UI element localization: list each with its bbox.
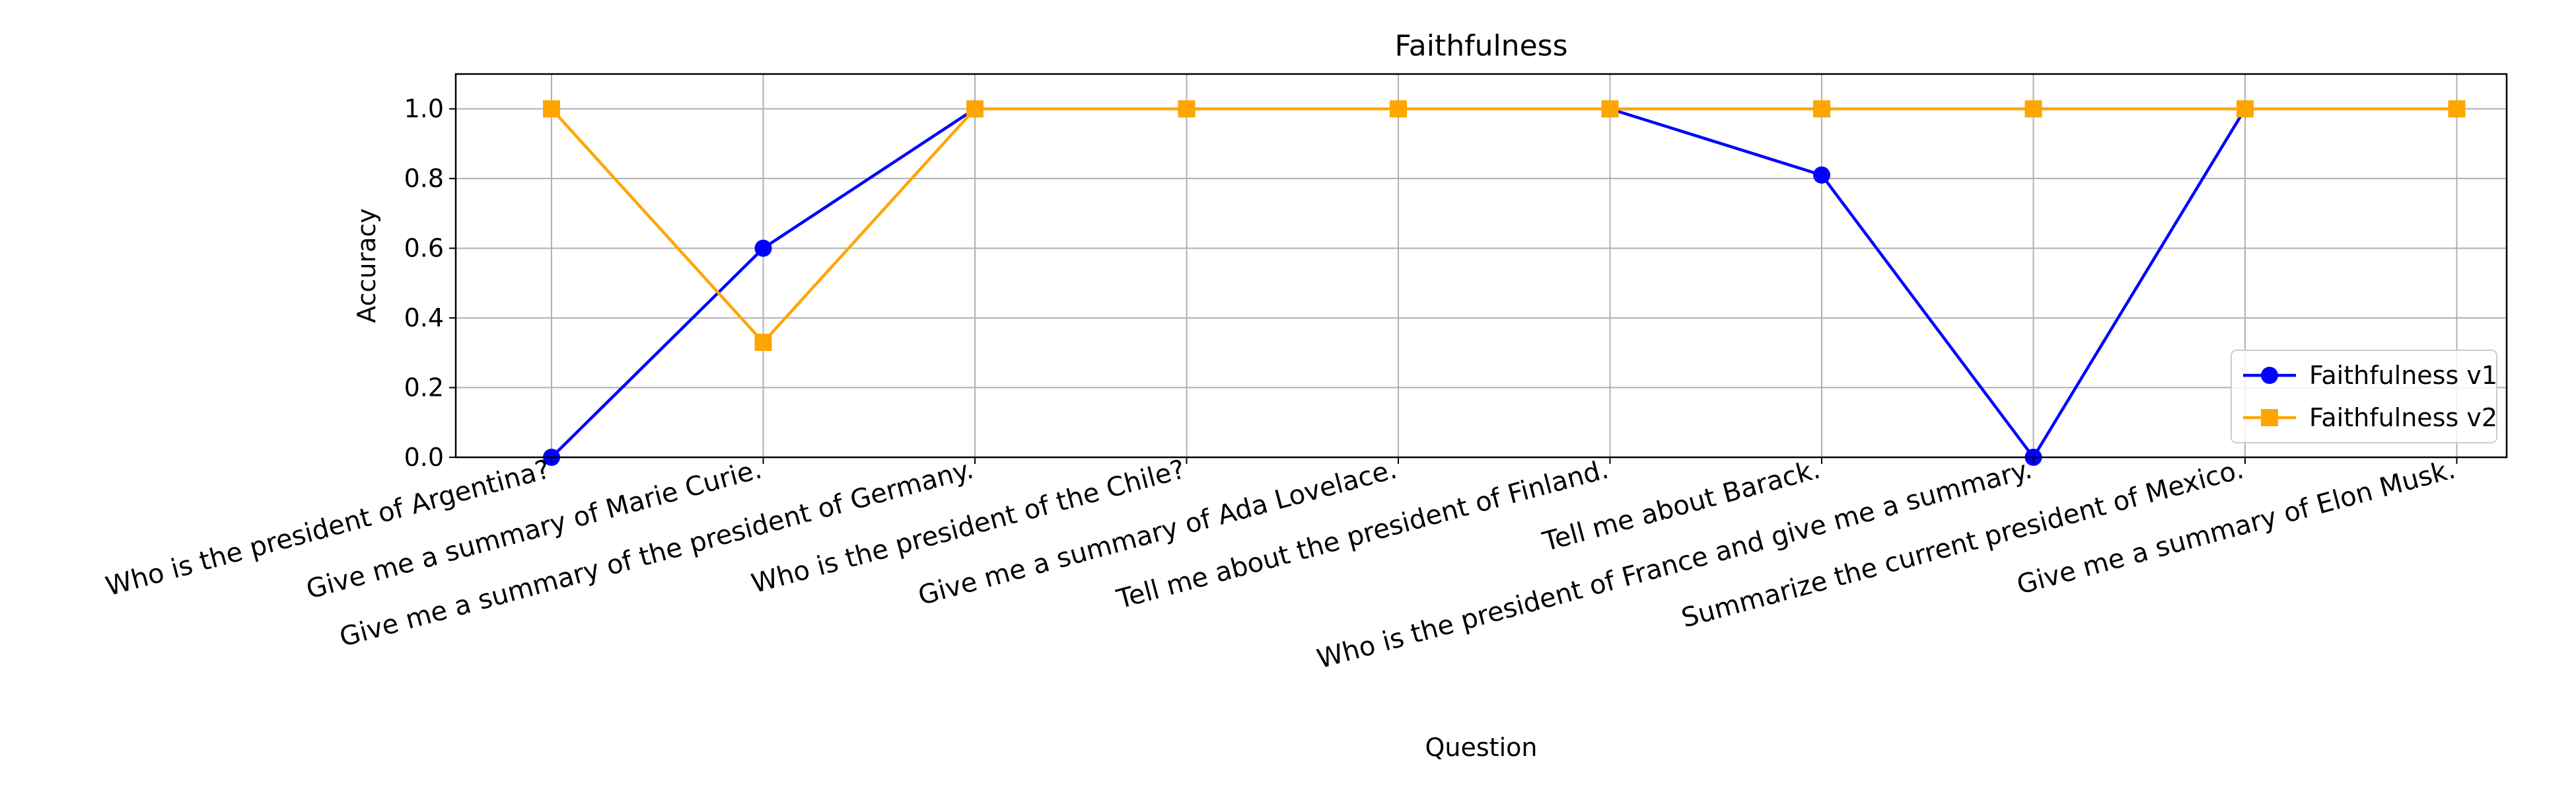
y-tick-label: 0.6 bbox=[404, 234, 444, 263]
legend-marker-square bbox=[2261, 409, 2278, 426]
series-line-2 bbox=[550, 107, 2457, 344]
y-tick-label: 0.2 bbox=[404, 373, 444, 402]
data-point-square bbox=[1813, 100, 1830, 118]
data-point-circle bbox=[1813, 166, 1830, 184]
data-point-square bbox=[1178, 100, 1196, 118]
data-point-square bbox=[2448, 100, 2466, 118]
data-point-circle bbox=[754, 239, 772, 257]
legend-label: Faithfulness v2 bbox=[2309, 403, 2497, 432]
data-point-square bbox=[2236, 100, 2254, 118]
y-tick-label: 0.8 bbox=[404, 164, 444, 193]
data-point-square bbox=[543, 100, 560, 118]
data-point-square bbox=[966, 100, 984, 118]
y-tick-label: 0.0 bbox=[404, 443, 444, 472]
y-tick-label: 0.4 bbox=[404, 303, 444, 332]
data-point-square bbox=[2024, 100, 2042, 118]
series-layer bbox=[543, 100, 2466, 466]
data-point-square bbox=[754, 334, 772, 351]
y-axis-label: Accuracy bbox=[352, 208, 381, 323]
legend: Faithfulness v1 Faithfulness v2 bbox=[2231, 350, 2497, 443]
data-point-square bbox=[1390, 100, 1407, 118]
legend-box bbox=[2231, 350, 2497, 443]
plot-frame bbox=[454, 73, 2508, 459]
legend-marker-circle bbox=[2261, 367, 2278, 384]
chart-title: Faithfulness bbox=[1394, 29, 1567, 63]
x-axis-label: Question bbox=[1425, 733, 1538, 762]
y-tick-label: 1.0 bbox=[404, 94, 444, 124]
data-point-square bbox=[1601, 100, 1619, 118]
legend-label: Faithfulness v1 bbox=[2309, 361, 2497, 390]
